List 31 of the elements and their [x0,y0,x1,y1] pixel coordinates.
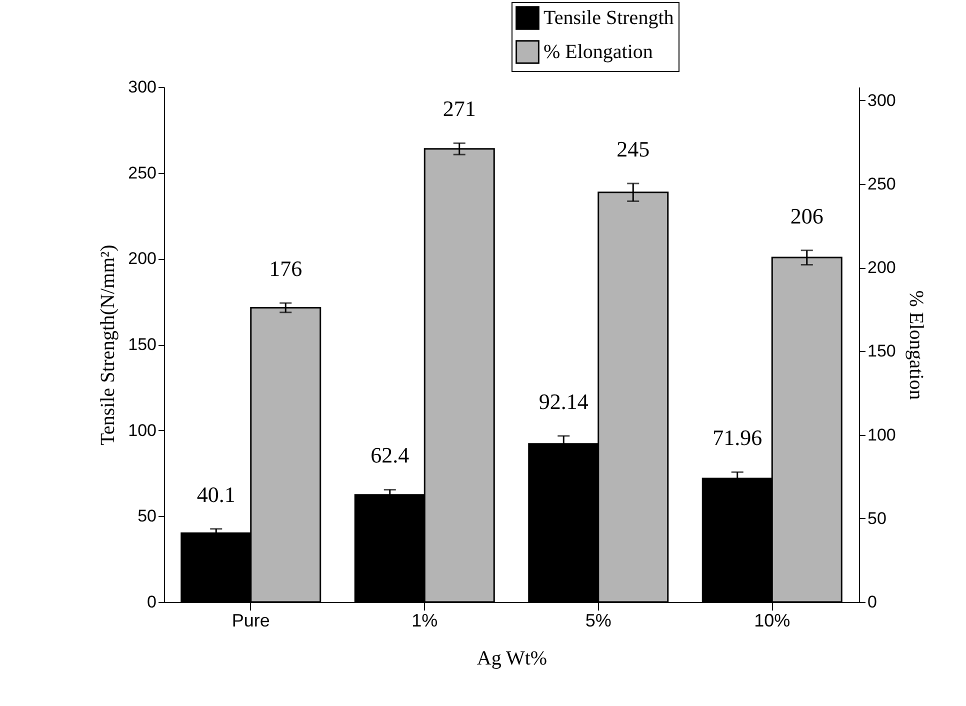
y-tick-label: 150 [128,335,156,354]
y2-tick-label: 250 [868,174,896,194]
y-tick-label: 100 [128,420,156,440]
data-label: 62.4 [370,442,410,468]
y2-tick-label: 50 [868,508,886,528]
x-tick-label: Pure [232,610,270,630]
y-tick-label: 200 [128,249,156,268]
y-tick-label: 250 [128,163,156,182]
data-label: 40.1 [196,482,236,507]
y2-tick-label: 300 [868,90,896,110]
y-tick-label: 50 [138,506,156,526]
x-tick-label: 1% [412,610,438,630]
x-tick-label: 10% [754,610,790,630]
y-tick-label: 300 [128,78,156,96]
y2-tick-label: 100 [868,425,896,444]
y-axis-title: Tensile Strength(N/mm²) [97,244,120,446]
y2-tick-label: 0 [868,592,877,612]
legend-label: Tensile Strength [544,7,674,29]
y2-axis-title: % Elongation [904,290,927,400]
legend-label: % Elongation [544,41,653,63]
data-label: 71.96 [712,425,762,450]
x-tick-label: 5% [585,610,612,630]
data-label: 245 [616,136,650,162]
data-label: 176 [269,256,302,282]
y2-tick-label: 150 [868,342,896,361]
data-label: 92.14 [538,388,588,414]
y2-tick-label: 200 [868,258,896,278]
y-tick-label: 0 [147,592,156,612]
x-axis-title: Ag Wt% [476,648,548,670]
data-label: 271 [442,96,476,122]
data-label: 206 [790,203,824,228]
